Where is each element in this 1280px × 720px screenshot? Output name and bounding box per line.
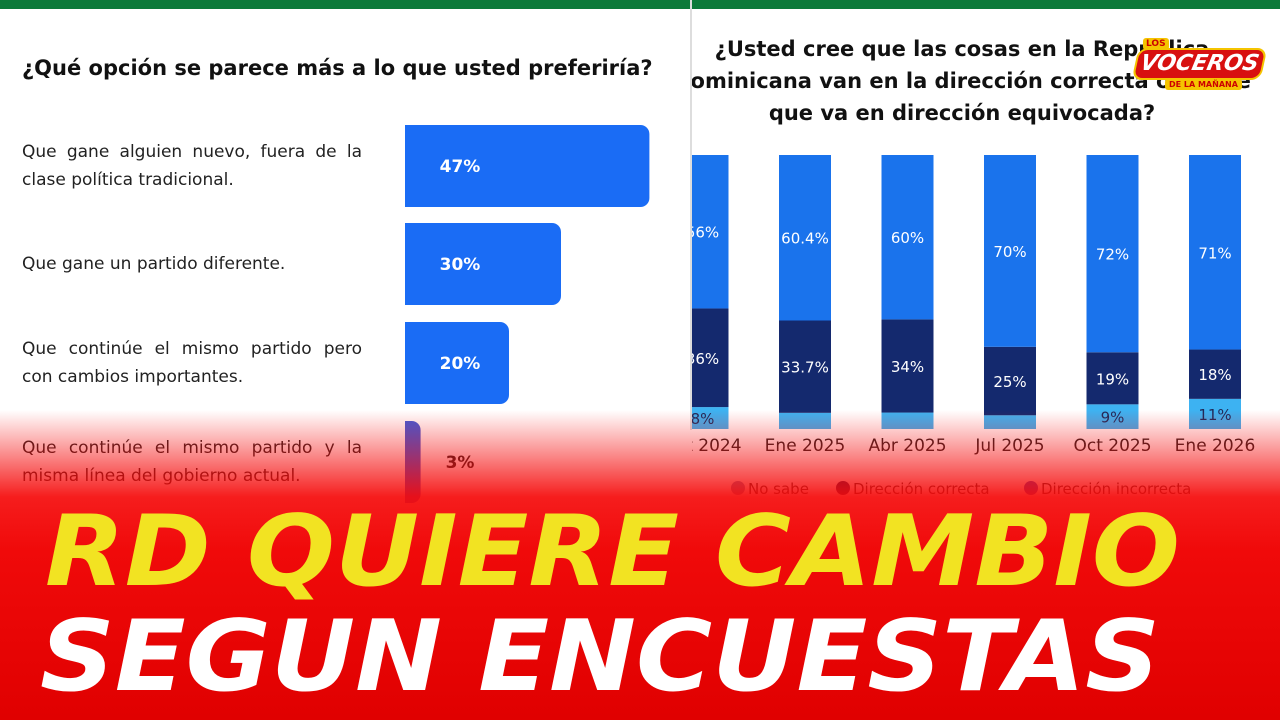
- bar-segment: [1189, 349, 1241, 399]
- category-label: Que gane un partido diferente.: [22, 254, 286, 274]
- top-strip: [0, 0, 1280, 9]
- bar-segment: [984, 155, 1036, 347]
- bar-segment: [881, 319, 934, 413]
- value-label: 18%: [1198, 366, 1231, 384]
- value-label: 60.4%: [781, 230, 829, 248]
- bar-segment: [1086, 352, 1139, 405]
- bar-segment: [779, 155, 831, 321]
- chart1-title: ¿Qué opción se parece más a lo que usted…: [22, 56, 653, 80]
- value-label: 70%: [993, 243, 1026, 261]
- value-label: 19%: [1096, 370, 1129, 388]
- bar-segment: [779, 320, 831, 413]
- value-label: 34%: [891, 358, 924, 376]
- bar: [393, 223, 561, 305]
- headline-line1: RD QUIERE CAMBIO: [45, 495, 1180, 609]
- logo-top: LOS: [1143, 38, 1169, 50]
- logo-main: VOCEROS: [1131, 48, 1268, 80]
- red-band: [0, 410, 1280, 720]
- category-label: Que continúe el mismo partido pero con c…: [22, 339, 362, 387]
- value-label: 71%: [1198, 244, 1231, 262]
- value-label: 56%: [686, 224, 719, 242]
- logo-bottom: DE LA MAÑANA: [1165, 79, 1242, 90]
- headline-line2: SEGUN ENCUESTAS: [40, 600, 1160, 714]
- chart2-title-box: ¿Usted cree que las cosas en la Repúblic…: [692, 30, 1280, 140]
- value-label: 20%: [440, 354, 481, 374]
- chart2-title: ¿Usted cree que las cosas en la Repúblic…: [692, 37, 1251, 125]
- chart1: 47%30%20%3%: [380, 110, 650, 510]
- divider: [690, 0, 692, 430]
- value-label: 36%: [686, 350, 719, 368]
- bar-segment: [984, 346, 1036, 416]
- value-label: 72%: [1096, 246, 1129, 264]
- bar-segment: [692, 155, 729, 309]
- value-label: 30%: [440, 255, 481, 275]
- bar: [393, 125, 650, 207]
- bar-segment: [881, 155, 934, 320]
- category-label: Que gane alguien nuevo, fuera de la clas…: [22, 142, 362, 190]
- value-label: 47%: [440, 157, 481, 177]
- value-label: 33.7%: [781, 359, 829, 377]
- bar: [393, 322, 509, 404]
- bar-segment: [692, 308, 729, 408]
- value-label: 60%: [891, 229, 924, 247]
- value-label: 25%: [993, 373, 1026, 391]
- logo: LOS VOCEROS DE LA MAÑANA: [1131, 36, 1268, 92]
- bar-segment: [1086, 155, 1139, 353]
- bar-segment: [1189, 155, 1241, 350]
